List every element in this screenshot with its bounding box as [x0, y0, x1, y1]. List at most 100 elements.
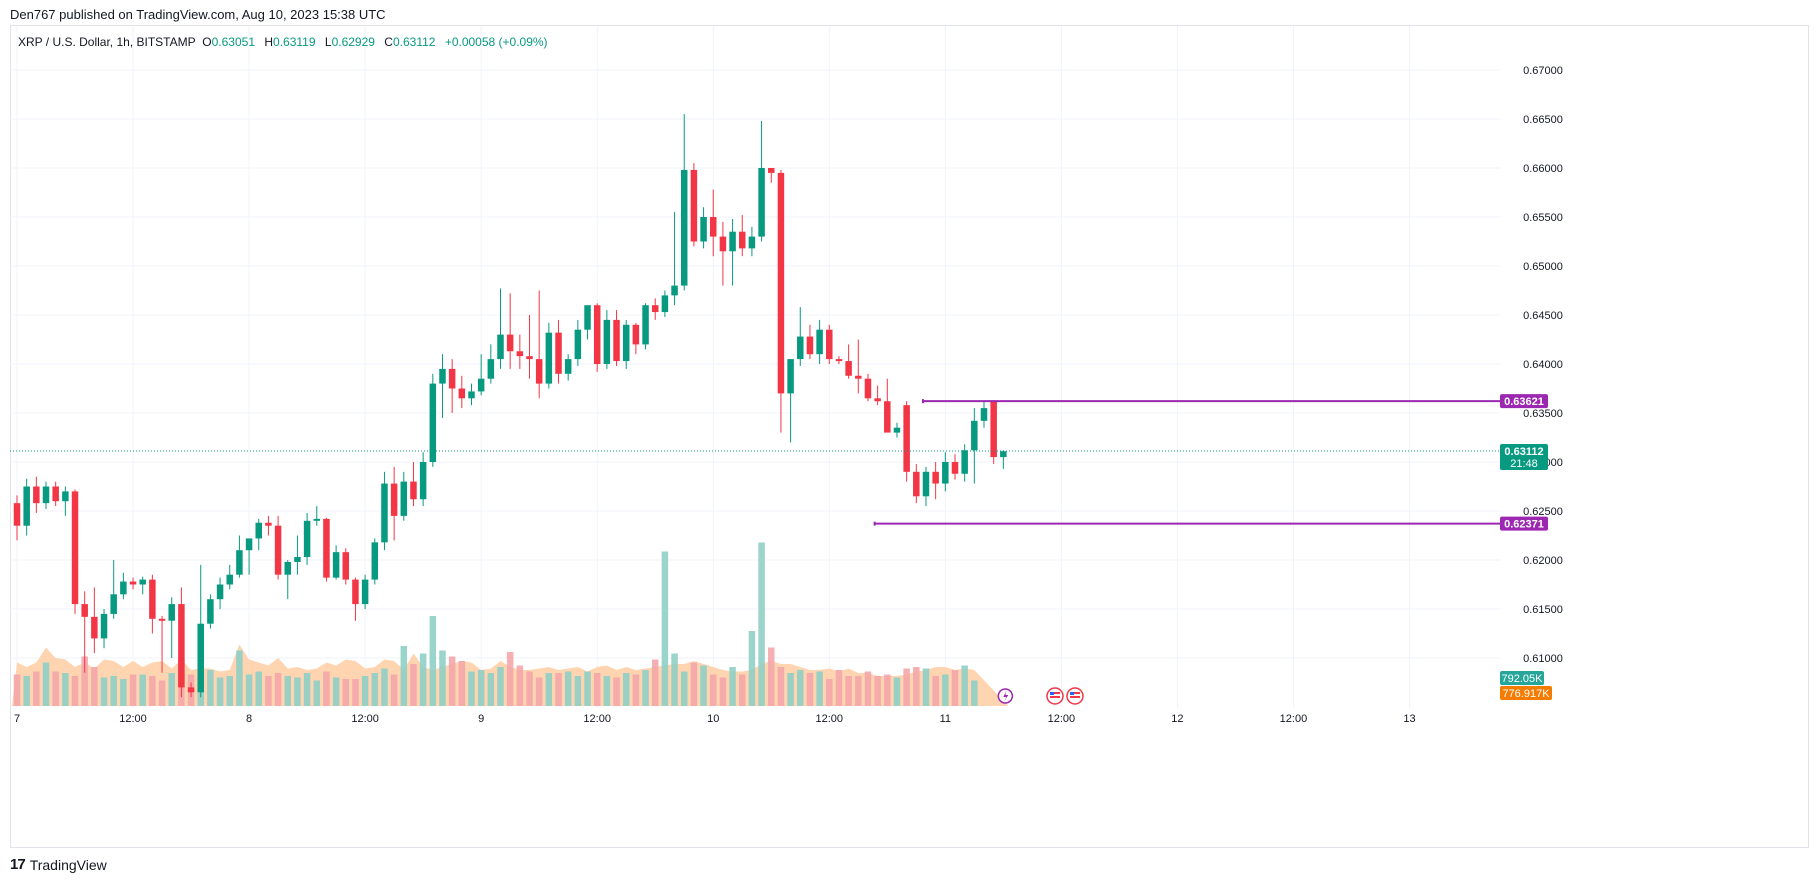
- candle: [613, 310, 620, 366]
- candle: [149, 574, 156, 634]
- candle-body: [797, 336, 804, 360]
- candle: [429, 373, 437, 467]
- candle-body: [81, 604, 88, 617]
- candle: [323, 517, 330, 582]
- candle: [23, 478, 30, 536]
- candle-body: [758, 168, 765, 237]
- volume-bar: [352, 679, 359, 706]
- candle-body: [951, 462, 959, 474]
- candle-body: [661, 295, 669, 313]
- volume-bar: [361, 676, 369, 706]
- candle-body: [506, 334, 514, 352]
- lightning-event-icon[interactable]: [997, 688, 1014, 704]
- volume-bar: [564, 671, 572, 706]
- candle-body: [497, 334, 504, 360]
- candle: [564, 354, 572, 381]
- y-tick-label: 0.62000: [1523, 555, 1563, 567]
- candle: [622, 319, 630, 369]
- volume-bar: [487, 673, 495, 706]
- candle-body: [845, 361, 852, 376]
- candle-body: [149, 579, 156, 619]
- candle-body: [62, 491, 69, 502]
- volume-bar: [255, 671, 262, 706]
- volume-bar: [129, 674, 137, 706]
- volume-bar: [545, 673, 553, 706]
- x-axis: 7 12:00 8 12:00 9 12:00 10 12:00 11 12:00 12 12:00 1…: [14, 713, 1416, 725]
- x-tick-label: 13: [1403, 713, 1415, 725]
- volume-bar: [52, 671, 59, 706]
- candle-body: [574, 329, 582, 360]
- candle: [719, 221, 727, 286]
- candle: [545, 322, 553, 389]
- candle: [816, 319, 823, 364]
- us-flag-event-icon[interactable]: [1046, 687, 1064, 705]
- candle: [971, 408, 978, 484]
- candle-body: [680, 169, 688, 286]
- y-tick-label: 0.65000: [1523, 261, 1563, 273]
- candle: [864, 373, 872, 402]
- candle: [826, 324, 833, 364]
- candle: [729, 218, 736, 286]
- candle-body: [709, 217, 717, 237]
- candle-body: [33, 486, 40, 504]
- candle: [497, 288, 504, 369]
- chart-frame[interactable]: [10, 25, 1809, 848]
- publish-info: Den767 published on TradingView.com, Aug…: [10, 7, 386, 22]
- tradingview-footer[interactable]: 17 TradingView: [10, 856, 107, 873]
- volume-bar: [400, 646, 408, 706]
- candle-body: [129, 581, 137, 585]
- volume-bar: [42, 662, 50, 706]
- candle-body: [255, 522, 262, 539]
- candle-body: [942, 462, 949, 484]
- y-tick-label: 0.64000: [1523, 359, 1563, 371]
- high-value: 0.63119: [273, 35, 316, 49]
- candle-body: [826, 329, 833, 360]
- candle-body: [207, 599, 214, 624]
- candle-body: [913, 471, 920, 497]
- candle-body: [468, 391, 475, 399]
- candle-body: [922, 471, 930, 497]
- x-tick-label: 8: [246, 713, 252, 725]
- volume-bar: [845, 676, 852, 706]
- candle: [961, 444, 968, 482]
- x-tick-label: 12:00: [119, 713, 147, 725]
- x-tick-label: 12:00: [816, 713, 844, 725]
- candle: [410, 462, 417, 507]
- candle-body: [584, 305, 591, 330]
- candle-body: [893, 427, 901, 433]
- us-flag-event-icon[interactable]: [1066, 687, 1084, 705]
- volume-bar: [555, 673, 562, 706]
- candle: [274, 515, 282, 580]
- candle-body: [932, 471, 939, 484]
- candle-body: [303, 520, 311, 558]
- low-value: 0.62929: [331, 35, 375, 49]
- volume-bar: [91, 667, 98, 706]
- volume-bar: [332, 677, 340, 706]
- candle-body: [400, 481, 408, 516]
- candle: [284, 560, 292, 600]
- last-price-label: 0.63112: [1504, 446, 1543, 458]
- candle-body: [884, 401, 891, 433]
- volume-bar: [100, 677, 108, 706]
- volume-bar: [265, 676, 272, 706]
- candle-body: [245, 538, 253, 551]
- candle: [932, 462, 939, 500]
- x-tick-label: 11: [940, 713, 951, 725]
- candle-body: [739, 231, 746, 249]
- candle: [158, 615, 166, 673]
- candle-body: [477, 378, 485, 392]
- volume-bar: [294, 677, 301, 706]
- volume-bar: [961, 665, 968, 706]
- volume-bar: [613, 677, 620, 706]
- candle: [990, 401, 997, 464]
- symbol-title: XRP / U.S. Dollar, 1h, BITSTAMP: [18, 35, 196, 49]
- x-tick-label: 12:00: [583, 713, 611, 725]
- volume-bar: [497, 667, 504, 706]
- candle-body: [236, 550, 243, 575]
- volume-bar: [439, 650, 446, 706]
- volume-bar: [671, 653, 678, 706]
- candle: [903, 401, 910, 482]
- candle: [187, 682, 195, 698]
- volume-bar: [971, 680, 978, 706]
